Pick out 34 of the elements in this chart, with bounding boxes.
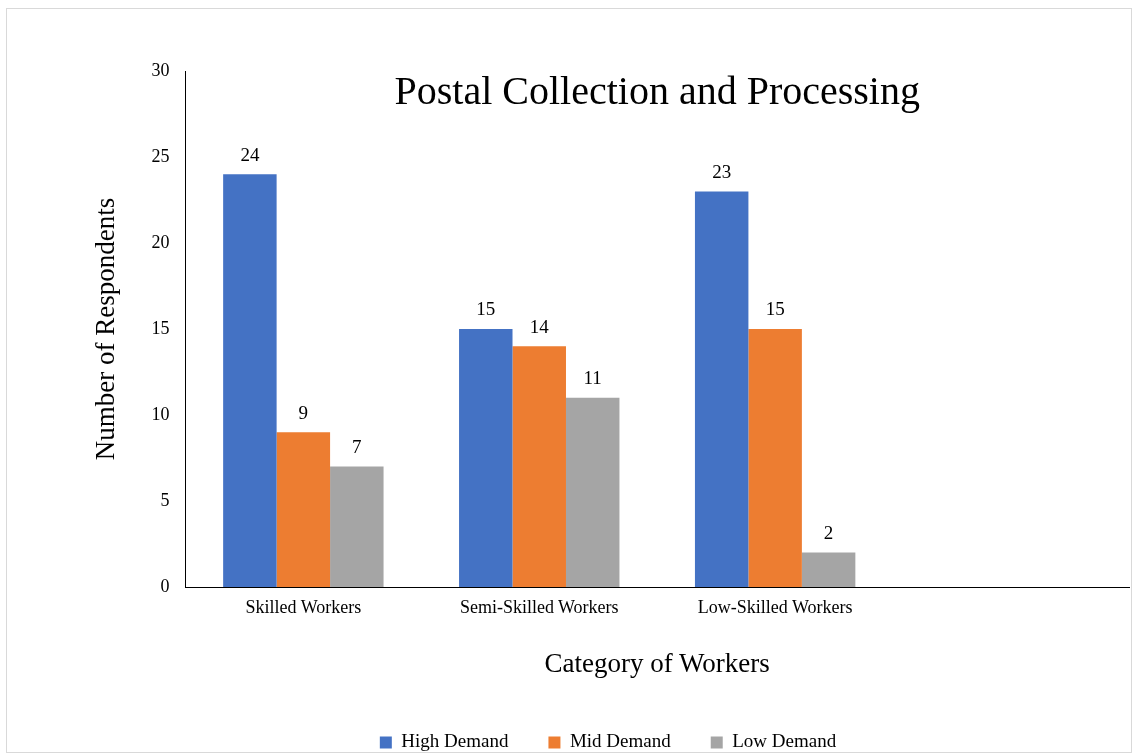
y-axis-title: Number of Respondents <box>90 197 121 461</box>
bar <box>512 346 566 587</box>
data-label: 9 <box>298 401 309 423</box>
data-label: 11 <box>583 367 602 389</box>
data-label: 15 <box>476 298 496 320</box>
y-tick-label: 30 <box>151 59 170 80</box>
bar <box>748 329 802 587</box>
data-label: 23 <box>712 160 732 182</box>
y-tick-label: 20 <box>151 231 170 252</box>
x-axis-title: Category of Workers <box>544 647 770 678</box>
bar <box>801 552 856 587</box>
data-label: 14 <box>529 315 550 337</box>
y-tick-label: 10 <box>151 403 170 424</box>
bar <box>223 174 277 587</box>
data-label: 2 <box>823 522 834 544</box>
y-tick-label: 0 <box>160 575 170 596</box>
chart-title: Postal Collection and Processing <box>394 67 920 113</box>
legend-label: High Demand <box>401 730 509 752</box>
y-tick-label: 15 <box>151 317 170 338</box>
data-label: 7 <box>352 436 362 458</box>
bar <box>565 397 620 587</box>
x-tick-label: Skilled Workers <box>245 596 362 617</box>
bar <box>459 329 513 587</box>
data-label: 24 <box>240 143 260 165</box>
bar <box>276 432 331 587</box>
bar <box>330 466 384 587</box>
legend-label: Mid Demand <box>569 730 672 752</box>
y-tick-label: 25 <box>151 145 170 166</box>
bar <box>694 191 749 587</box>
x-tick-label: Semi-Skilled Workers <box>459 596 619 617</box>
x-tick-label: Low-Skilled Workers <box>697 596 853 617</box>
legend-label: Low Demand <box>732 730 837 752</box>
y-tick-label: 5 <box>160 489 170 510</box>
data-label: 15 <box>765 298 785 320</box>
